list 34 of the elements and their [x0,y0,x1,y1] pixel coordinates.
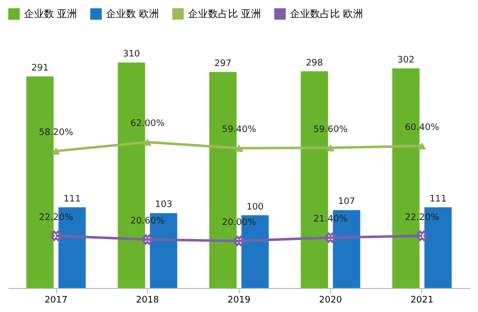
data-label: 20.00% [222,218,257,228]
data-label: 21.40% [313,214,348,225]
data-label: 103 [154,200,172,210]
data-label: 310 [122,50,140,60]
x-tick-label: 2017 [44,296,68,306]
x-tick-label: 2018 [136,296,160,306]
point [325,232,336,243]
x-tick-label: 2019 [228,296,251,306]
legend-label: 企业数 亚洲 [24,8,78,20]
data-label: 22.20% [38,212,74,223]
data-label: 100 [246,202,264,212]
point [142,234,153,245]
data-label: 297 [214,59,232,69]
x-tick-label: 2020 [319,296,342,306]
point [234,144,244,152]
point [416,230,428,241]
data-label: 22.20% [404,212,440,223]
point [50,230,62,241]
point [234,236,244,246]
legend-label: 企业数占比 亚洲 [188,8,262,20]
data-label: 302 [397,55,414,66]
point [326,144,335,152]
data-label: 111 [429,194,447,204]
point [418,142,426,150]
x-tick-label: 2021 [410,296,434,306]
data-label: 20.60% [130,216,166,227]
point [52,147,60,155]
legend-label: 企业数占比 欧洲 [290,8,364,20]
data-label: 107 [338,197,356,208]
data-label: 291 [31,63,49,74]
data-label: 298 [306,58,324,68]
point [143,138,152,146]
data-label: 111 [64,194,81,204]
legend-label: 企业数 欧洲 [106,8,160,20]
